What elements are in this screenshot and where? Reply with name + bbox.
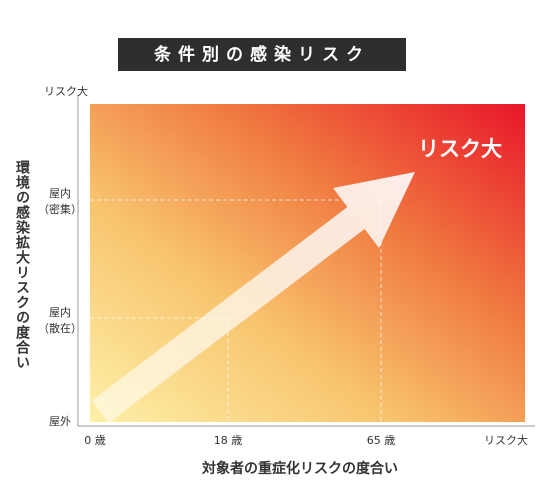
y-axis-title: 環境の感染拡大リスクの度合い xyxy=(14,160,30,370)
y-label: リスク大 xyxy=(44,84,88,98)
title-box xyxy=(118,38,406,71)
x-label: 65 歳 xyxy=(367,434,396,447)
y-label: 屋内 xyxy=(49,186,71,200)
arrow xyxy=(91,172,416,423)
x-label: 0 歳 xyxy=(84,434,106,447)
x-axis-title: 対象者の重症化リスクの度合い xyxy=(201,460,398,477)
title: 条件別の感染リスク xyxy=(153,44,370,65)
y-label-sub: （密集） xyxy=(38,202,82,216)
y-label-sub: （散在） xyxy=(38,321,82,335)
x-label: リスク大 xyxy=(484,433,528,447)
x-label: 18 歳 xyxy=(214,434,243,447)
annotation: リスク大 xyxy=(418,137,502,161)
axes xyxy=(77,95,535,427)
y-label: 屋内 xyxy=(49,305,71,319)
y-label: 屋外 xyxy=(49,415,71,428)
